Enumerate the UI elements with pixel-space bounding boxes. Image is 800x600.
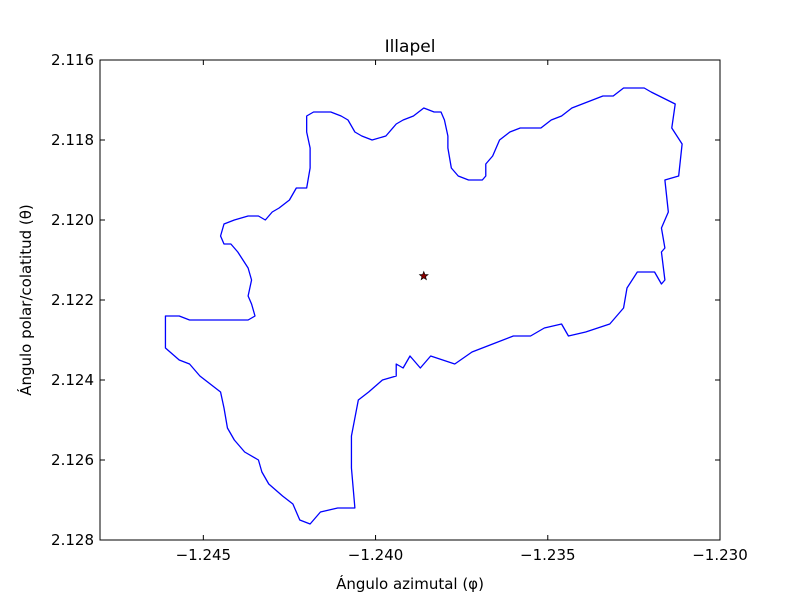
y-tick-label: 2.128 [51,531,94,549]
chart-title: Illapel [385,37,436,57]
y-tick-label: 2.126 [51,451,94,469]
x-tick-label: −1.240 [348,546,404,564]
x-axis-label: Ángulo azimutal (φ) [336,574,484,593]
boundary-line [164,87,683,525]
y-axis-ticks: 2.116 2.118 2.120 2.122 2.124 2.126 2.128 [51,51,720,549]
y-tick-label: 2.122 [51,291,94,309]
y-tick-label: 2.116 [51,51,94,69]
marker-layer [418,270,429,281]
x-tick-label: −1.230 [692,546,748,564]
boundary-layer [164,87,683,525]
y-tick-label: 2.120 [51,211,94,229]
y-tick-label: 2.118 [51,131,94,149]
plot-area [99,59,721,541]
centroid-star-marker [418,270,429,281]
plot-frame [99,59,721,541]
x-tick-label: −1.245 [176,546,232,564]
x-tick-label: −1.235 [520,546,576,564]
x-axis-ticks: −1.245 −1.240 −1.235 −1.230 [176,60,748,564]
y-axis-label: Ángulo polar/colatitud (θ) [16,204,35,396]
y-tick-label: 2.124 [51,371,94,389]
